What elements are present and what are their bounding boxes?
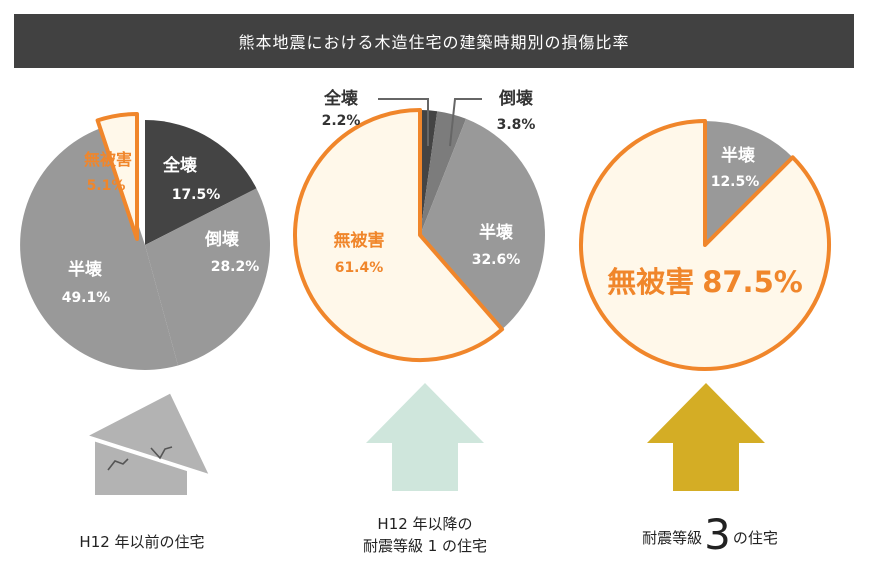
pie2-label-collapsed-name: 全壊 — [323, 88, 359, 109]
pie1-label-collapsed-name: 全壊 — [162, 155, 198, 176]
caption-grade3-suffix: の住宅 — [733, 529, 778, 547]
damaged-house-icon — [84, 391, 212, 495]
caption-after-h12-line1: H12 年以降の — [330, 513, 520, 535]
pie2-label-half-name: 半壊 — [479, 222, 514, 243]
arrow-up-teal-icon — [366, 383, 484, 491]
caption-grade3: 耐震等級3 の住宅 — [600, 524, 820, 549]
pie3-label-half-name: 半壊 — [721, 145, 756, 166]
pie2-label-half-value: 32.6% — [472, 252, 521, 268]
pie1-label-pancake-name: 倒壊 — [204, 230, 240, 250]
pie-grade3: 半壊 12.5% 無被害 87.5% — [581, 121, 829, 369]
pie2-label-pancake-name: 倒壊 — [498, 89, 534, 109]
pie3-slice-nodamage — [581, 121, 829, 369]
pie1-label-collapsed-value: 17.5% — [172, 187, 221, 203]
pie3-label-nodamage-value: 87.5% — [702, 265, 803, 299]
charts-canvas: 全壊 17.5% 倒壊 28.2% 半壊 49.1% 無被害 5.1% 全壊 2… — [0, 0, 871, 580]
caption-before-h12: H12 年以前の住宅 — [52, 531, 232, 553]
pie2-label-nodamage-name: 無被害 — [334, 230, 385, 251]
caption-after-h12-line2: 耐震等級 1 の住宅 — [330, 535, 520, 557]
arrow-up-gold-icon — [647, 383, 765, 491]
pie2-label-collapsed-value: 2.2% — [322, 113, 361, 129]
pie1-label-nodamage-value: 5.1% — [87, 178, 126, 194]
pie1-label-half-name: 半壊 — [68, 259, 103, 280]
pie3-label-nodamage: 無被害 87.5% — [607, 265, 803, 299]
pie-after-h12-grade1: 全壊 2.2% 倒壊 3.8% 半壊 32.6% 無被害 61.4% — [295, 88, 545, 360]
caption-grade3-number: 3 — [704, 510, 731, 559]
pie1-label-nodamage-name: 無被害 — [84, 150, 132, 169]
pie2-label-pancake-value: 3.8% — [497, 117, 536, 133]
pie2-label-nodamage-value: 61.4% — [335, 260, 384, 276]
pie1-label-pancake-value: 28.2% — [211, 259, 260, 275]
caption-after-h12-grade1: H12 年以降の 耐震等級 1 の住宅 — [330, 513, 520, 557]
pie3-label-half-value: 12.5% — [711, 174, 760, 190]
caption-grade3-prefix: 耐震等級 — [642, 529, 702, 547]
pie3-label-nodamage-name: 無被害 — [607, 265, 694, 299]
pie1-label-half-value: 49.1% — [62, 290, 111, 306]
caption-before-h12-text: H12 年以前の住宅 — [79, 533, 204, 551]
pie-before-h12: 全壊 17.5% 倒壊 28.2% 半壊 49.1% 無被害 5.1% — [20, 114, 270, 370]
